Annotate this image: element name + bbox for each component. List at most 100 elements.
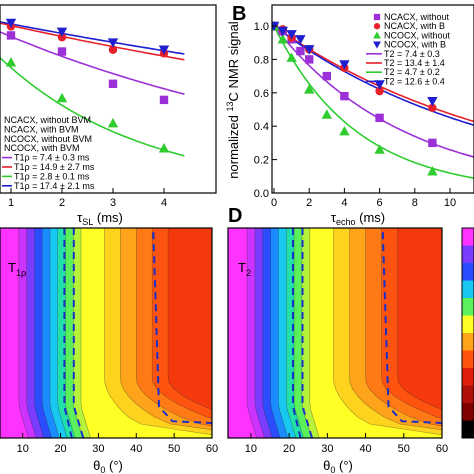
panel-d-frame [227,227,443,439]
panel-b-point-s3 [286,52,297,62]
panel-b-legend-marker-shape [373,31,381,39]
panel-b-label: B [232,3,246,25]
panel-a-point-s2 [57,33,67,42]
panel-b-point-s4 [427,96,438,107]
panel-b-point-s4 [277,26,288,37]
panel-a-point-s1 [159,95,169,105]
panel-b-legend-marker [373,13,381,21]
panel-b-fit-line-3 [273,25,474,179]
panel-c-x-axis-label: θ0 (°) [93,458,123,474]
panel-b-point-s4 [339,60,350,70]
colorbar-segment [462,280,474,299]
panel-c-dashed-contour [63,228,73,438]
panel-c-heatmap [0,228,212,438]
panel-c-x-tick-label: 10 [17,443,29,455]
panel-a-point-s4 [5,18,17,29]
panel-c-x-ticks: 10 20 30 40 50 60 [17,433,218,455]
colorbar-segment [462,385,474,404]
panel-a-x-tick-label: 1 [8,197,14,209]
panel-a-point-s1 [57,47,67,56]
colorbar-frame [461,227,474,439]
panel-c-x-tick-label: 30 [92,443,104,455]
panel-c-x-tick-label: 20 [54,443,66,455]
panel-c: T1ρ 10 20 30 40 50 60 θ0 (°) [0,227,218,474]
panel-b-point-s1 [375,113,384,123]
panel-b-x-tick-label: 4 [341,197,347,209]
panel-b-point-s3 [427,166,438,176]
panel-a-point-s4 [158,45,170,55]
panel-a-point-s3 [56,92,68,103]
panel-a-point-s1 [108,79,118,88]
panel-c-x-tick-label: 40 [130,443,142,455]
colorbar-segment [462,298,474,316]
panel-a-x-tick-label: 3 [110,197,116,209]
panel-a-x-axis-label: τSL (ms) [77,210,123,227]
panel-b-x-tick-label: 2 [306,197,312,209]
panel-b-y-tick-label: 0.0 [254,188,269,200]
panel-a-x-tick-label: 4 [161,197,167,209]
panel-b-point-s3 [304,84,315,94]
panel-b-point-s3 [374,144,385,154]
panel-b-point-s1 [322,71,331,81]
panel-d-heatmap [228,228,442,438]
panel-b-legend-entry: T2 = 4.7 ± 0.2 [384,67,440,77]
panel-b-point-s2 [375,86,384,96]
panel-b-x-tick-label: 10 [444,197,456,209]
panel-a-legend-entry: NCOCX, with BVM [4,143,80,153]
panel-d-x-ticks: 10 20 30 40 50 60 [245,433,448,455]
panel-b-point-s1 [305,55,314,64]
panel-a-point-s4 [56,27,68,38]
panel-b-legend-entry: NCOCX, without [384,30,451,40]
panel-c-x-tick-label: 50 [168,443,180,455]
panel-b-x-tick-label: 8 [412,197,418,209]
panel-a-point-s3 [5,57,17,67]
panel-a-legend-entry: NCACX, with BVM [4,124,79,134]
panel-c-x-tick-label: 60 [206,443,218,455]
panel-a-legend-entry: T1ρ = 14.9 ± 2.7 ms [14,162,95,172]
panel-b-y-ticks: 0.0 0.2 0.4 0.6 0.8 1.0 [254,21,277,200]
panel-b-legend-entry: NCOCX, with B [384,40,446,50]
panel-a-x-ticks: 1 2 3 4 [8,188,167,209]
panel-b-point-s2 [428,103,437,113]
colorbar-segment [462,333,474,351]
panel-c-level-band [0,228,29,438]
panel-b-y-tick-label: 0.8 [254,54,269,66]
panel-b-legend-marker-shape [373,13,381,21]
panel-b-legend-marker [373,31,381,39]
panel-b-point-s4 [374,80,385,90]
panel-b-point-s4 [295,35,306,45]
panel-d-dashed-contour [292,228,302,438]
panel-a-frame [0,4,217,194]
panel-d-x-tick-label: 20 [283,443,295,455]
panel-b-x-ticks: 0 2 4 6 8 10 [271,188,456,209]
panel-a-fit-line-4 [0,21,185,55]
colorbar-segment [462,315,474,334]
panel-d-x-tick-label: 30 [321,443,333,455]
colorbar-segment [462,420,474,439]
panel-b-legend-entry: T2 = 12.6 ± 0.4 [384,76,445,86]
panel-b-point-s3 [321,109,332,119]
panel-a-point-s3 [107,117,119,128]
panel-b: B 0 2 4 6 8 10 0.0 0.2 0.4 0.6 0.8 1.0 normalized … [225,3,474,227]
panel-a-legend-entry: T1ρ = 17.4 ± 2.1 ms [14,181,95,191]
colorbar [461,227,474,439]
panel-d-label: D [228,205,242,227]
panel-a-point-s1 [6,31,16,40]
panel-d: D T2 10 20 30 40 50 60 θ0 (°) [227,205,448,474]
panel-b-legend-marker-shape [373,23,381,30]
panel-b-point-s1 [340,91,349,101]
panel-b-x-tick-label: 6 [377,197,383,209]
colorbar-segment [462,228,474,246]
panel-b-y-tick-label: 1.0 [254,21,269,33]
panel-d-dashed-contour [301,228,314,438]
panel-b-legend-marker-shape [373,41,381,49]
colorbar-segment [462,368,474,386]
panel-b-legend-entry: T2 = 13.4 ± 1.4 [384,58,445,68]
panel-d-x-tick-label: 50 [398,443,410,455]
panel-b-frame [271,4,474,194]
panel-b-legend-marker [373,23,381,30]
panel-b-point-s3 [339,126,350,136]
panel-b-y-tick-label: 0.2 [254,155,269,167]
